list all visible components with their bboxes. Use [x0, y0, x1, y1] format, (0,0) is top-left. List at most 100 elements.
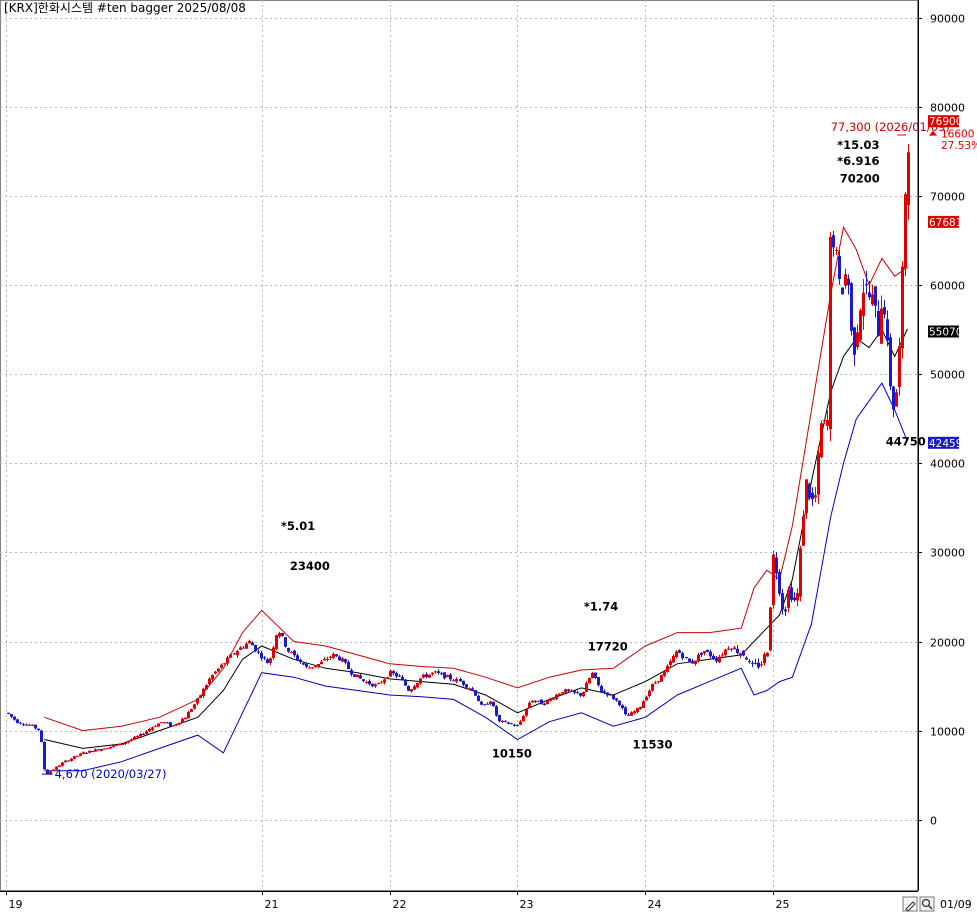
candle-body — [742, 650, 745, 656]
candle-body — [94, 749, 97, 752]
candle-body — [585, 683, 588, 692]
candle-body — [471, 688, 474, 690]
candle-body — [766, 652, 769, 657]
candle-body — [395, 673, 398, 677]
candle-body — [275, 635, 278, 650]
candle-body — [826, 420, 829, 426]
candle-body — [31, 724, 34, 726]
candle-body — [236, 650, 239, 656]
candle-body — [721, 654, 724, 656]
price-badge — [928, 215, 959, 228]
candle-body — [528, 702, 531, 708]
candle-body — [889, 337, 892, 387]
price-badge-label: 42459 — [929, 438, 962, 450]
candle-body — [847, 278, 850, 286]
candle-body — [193, 704, 196, 709]
candle-body — [549, 698, 552, 701]
candle-body — [745, 657, 748, 660]
edit-button[interactable] — [902, 896, 918, 912]
candle-body — [516, 725, 519, 727]
candle-body — [371, 683, 374, 687]
candle-body — [184, 717, 187, 720]
candle-body — [739, 653, 742, 656]
candle-body — [76, 755, 79, 757]
candle-body — [118, 743, 121, 746]
candle-body — [651, 684, 654, 691]
candle-body — [446, 675, 449, 678]
y-tick-label: 20000 — [930, 637, 965, 650]
candle-body — [43, 741, 46, 770]
candles — [7, 144, 910, 775]
candle-body — [368, 681, 371, 685]
candle-body — [163, 722, 166, 724]
candle-body — [257, 651, 260, 653]
candle-body — [139, 733, 142, 736]
candle-body — [817, 453, 820, 495]
candle-body — [841, 287, 844, 295]
candle-body — [579, 693, 582, 696]
candle-body — [600, 686, 603, 692]
candle-body — [618, 700, 621, 706]
chart-annotation: 4,670 (2020/03/27) — [55, 767, 167, 781]
candle-body — [465, 684, 468, 688]
candle-body — [401, 677, 404, 680]
price-badge-label: 55070 — [929, 327, 962, 339]
candle-body — [386, 677, 389, 679]
candle-body — [540, 699, 543, 705]
candle-body — [715, 657, 718, 662]
candle-body — [859, 310, 862, 340]
candle-body — [422, 674, 425, 678]
candle-body — [769, 607, 772, 651]
candle-body — [787, 589, 790, 608]
candle-body — [112, 745, 115, 747]
candle-body — [353, 674, 356, 677]
candle-body — [199, 695, 202, 698]
candle-body — [73, 756, 76, 759]
candle-body — [226, 657, 229, 664]
candle-body — [214, 671, 217, 674]
chart-annotation: 44750 — [886, 435, 926, 449]
zoom-button[interactable] — [919, 896, 935, 912]
candle-body — [823, 420, 826, 422]
candle-body — [543, 703, 546, 705]
candle-body — [124, 742, 127, 744]
candle-body — [82, 752, 85, 754]
chart-annotation: *15.03 — [837, 138, 879, 152]
candle-body — [489, 701, 492, 705]
chart-annotation: *6.916 — [837, 154, 879, 168]
candle-body — [91, 751, 94, 753]
candle-body — [886, 319, 889, 341]
candle-body — [564, 689, 567, 693]
candle-body — [907, 152, 910, 206]
candle-body — [775, 557, 778, 574]
candle-body — [145, 731, 148, 734]
candle-body — [799, 548, 802, 597]
candle-body — [377, 683, 380, 685]
candle-body — [70, 758, 73, 761]
candle-body — [844, 274, 847, 286]
candle-body — [160, 722, 163, 724]
candle-body — [431, 672, 434, 675]
candle-body — [428, 674, 431, 678]
candle-body — [898, 346, 901, 387]
candle-body — [440, 673, 443, 675]
candle-body — [615, 698, 618, 701]
candle-body — [79, 753, 82, 756]
candle-body — [28, 724, 31, 726]
candle-body — [254, 644, 257, 652]
candle-body — [127, 740, 130, 743]
candle-body — [639, 706, 642, 709]
candle-body — [88, 750, 91, 753]
candle-body — [588, 678, 591, 684]
pencil-icon — [905, 901, 916, 912]
candle-body — [296, 655, 299, 660]
candle-body — [685, 657, 688, 659]
y-tick-label: 90000 — [930, 13, 965, 26]
candle-body — [492, 701, 495, 707]
candle-body — [10, 714, 13, 717]
candle-body — [58, 765, 61, 767]
chart-annotation: *5.01 — [281, 519, 315, 533]
candle-body — [223, 663, 226, 665]
candle-body — [407, 685, 410, 691]
